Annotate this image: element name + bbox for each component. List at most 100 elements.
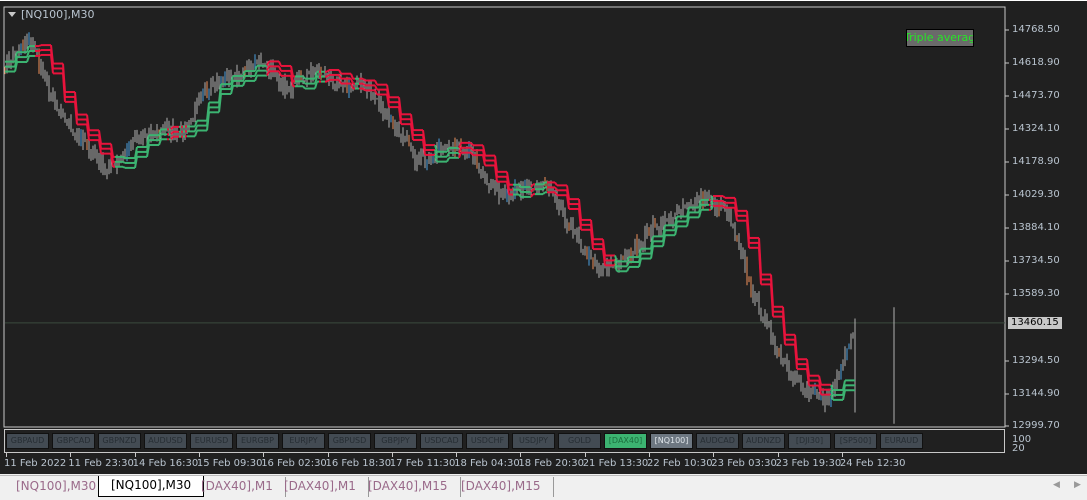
price-tick-label: 14768.50 <box>1012 24 1060 35</box>
time-tick-label: 24 Feb 12:30 <box>839 458 906 469</box>
symbol-button-audusd[interactable]: AUDUSD <box>144 433 187 449</box>
symbol-button-sp500[interactable]: [SP500] <box>834 433 877 449</box>
price-chart[interactable] <box>0 1 1087 475</box>
symbol-button-gbpcad[interactable]: GBPCAD <box>52 433 95 449</box>
triple-average-line <box>350 73 354 80</box>
chart-tab[interactable]: [DAX40],M15 <box>356 477 461 497</box>
triple-average-line <box>254 65 258 72</box>
triple-average-line <box>782 306 786 335</box>
chart-tab[interactable]: [NQ100],M30 <box>98 476 205 497</box>
triple-average-line <box>698 199 702 208</box>
triple-average-line <box>230 80 234 90</box>
triple-average-line <box>530 183 534 188</box>
triple-average-line <box>686 207 690 217</box>
symbol-button-euraud[interactable]: EURAUD <box>880 433 923 449</box>
time-tick <box>649 453 650 457</box>
dropdown-triangle-icon[interactable] <box>8 12 16 17</box>
triple-average-line <box>38 44 42 47</box>
symbol-button-usdjpy[interactable]: USDJPY <box>512 433 555 449</box>
triple-average-line <box>326 74 330 78</box>
triple-average-line <box>74 91 78 115</box>
price-tick-label: 14178.90 <box>1012 156 1060 167</box>
triple-average-line <box>734 197 738 212</box>
triple-average-line <box>554 181 558 186</box>
triple-average-line <box>482 145 486 156</box>
triple-average-line <box>338 69 342 75</box>
triple-average-line <box>614 255 618 262</box>
symbol-button-usdcad[interactable]: USDCAD <box>420 433 463 449</box>
time-tick <box>70 453 72 457</box>
triple-average-line <box>302 85 306 90</box>
price-tick-label: 12999.70 <box>1012 420 1060 431</box>
triple-average-line <box>374 89 378 95</box>
symbol-button-nq100[interactable]: [NQ100] <box>650 433 693 449</box>
symbol-button-dax40[interactable]: [DAX40] <box>604 433 647 449</box>
chart-tab[interactable]: [DAX40],M1 <box>189 477 286 497</box>
time-tick <box>841 453 843 457</box>
triple-average-line <box>434 144 438 153</box>
symbol-button-gbpjpy[interactable]: GBPJPY <box>374 433 417 449</box>
symbol-button-audcad[interactable]: AUDCAD <box>696 433 739 449</box>
symbol-button-eurusd[interactable]: EURUSD <box>190 433 233 449</box>
triple-average-line <box>278 65 282 72</box>
triple-average-line <box>518 193 522 198</box>
price-tick-label: 14473.70 <box>1012 90 1060 101</box>
triple-average-line <box>554 186 558 191</box>
triple-average-line <box>494 155 498 172</box>
chart-tabs: [NQ100],M30 [NQ100],M30 [DAX40],M1 [DAX40],… <box>0 475 1087 497</box>
triple-average-line <box>446 152 450 158</box>
triple-average-line <box>602 239 606 256</box>
symbol-button-gold[interactable]: GOLD <box>558 433 601 449</box>
triple-average-line <box>794 334 798 360</box>
chart-tab[interactable]: [NQ100],M30 <box>4 477 110 497</box>
triple-average-line <box>722 195 726 199</box>
triple-average-line <box>170 126 174 131</box>
triple-average-line <box>194 120 198 127</box>
time-tick <box>6 453 7 457</box>
triple-average-line <box>662 225 666 237</box>
triple-average-line <box>398 97 402 115</box>
price-tick-label: 13144.90 <box>1012 388 1060 399</box>
triple-average-line <box>458 152 462 159</box>
triple-average-line <box>710 200 714 206</box>
triple-average-line <box>674 216 678 226</box>
current-price-label: 13460.15 <box>1008 317 1062 329</box>
time-tick-label: 21 Feb 13:30 <box>582 458 649 469</box>
triple-average-line <box>158 134 162 141</box>
time-tick-label: 14 Feb 16:30 <box>132 458 199 469</box>
triple-average-line <box>326 69 330 73</box>
triple-average-line <box>146 135 150 148</box>
triple-average-line <box>254 70 258 77</box>
chart-tab[interactable]: [DAX40],M1 <box>272 477 369 497</box>
time-tick <box>520 453 522 457</box>
triple-average-line <box>326 79 330 83</box>
chart-tab[interactable]: [DAX40],M15 <box>449 477 554 497</box>
chart-window[interactable]: [NQ100],M30 Triple average 14768.50 14618… <box>0 0 1087 474</box>
triple-average-line <box>506 171 510 185</box>
sub-level-high: 100 <box>1012 434 1032 445</box>
symbol-button-eurgbp[interactable]: EURGBP <box>236 433 279 449</box>
time-tick-label: 16 Feb 02:30 <box>261 458 327 469</box>
triple-average-line <box>314 81 318 89</box>
symbol-button-audnzd[interactable]: AUDNZD <box>742 433 785 449</box>
triple-average-line <box>302 75 306 80</box>
triple-average-line <box>218 84 222 103</box>
indicator-legend[interactable]: Triple average <box>906 29 974 47</box>
symbol-button-usdchf[interactable]: USDCHF <box>466 433 509 449</box>
scroll-left-icon[interactable]: ◀ <box>1053 480 1060 490</box>
scroll-right-icon[interactable]: ▶ <box>1074 480 1081 490</box>
triple-average-line <box>830 384 834 391</box>
symbol-button-dji30[interactable]: [DJI30] <box>788 433 831 449</box>
triple-average-line <box>710 205 714 211</box>
triple-average-line <box>446 147 450 153</box>
triple-average-line <box>530 188 534 193</box>
sub-level-low: 20 <box>1012 443 1025 454</box>
symbol-button-eurjpy[interactable]: EURJPY <box>282 433 325 449</box>
triple-average-line <box>590 219 594 240</box>
symbol-button-gbpnzd[interactable]: GBPNZD <box>98 433 141 449</box>
symbol-button-gbpusd[interactable]: GBPUSD <box>328 433 371 449</box>
triple-average-line <box>686 217 690 227</box>
triple-average-line <box>698 204 702 213</box>
symbol-button-gbpaud[interactable]: GBPAUD <box>6 433 49 449</box>
triple-average-line <box>266 70 270 76</box>
